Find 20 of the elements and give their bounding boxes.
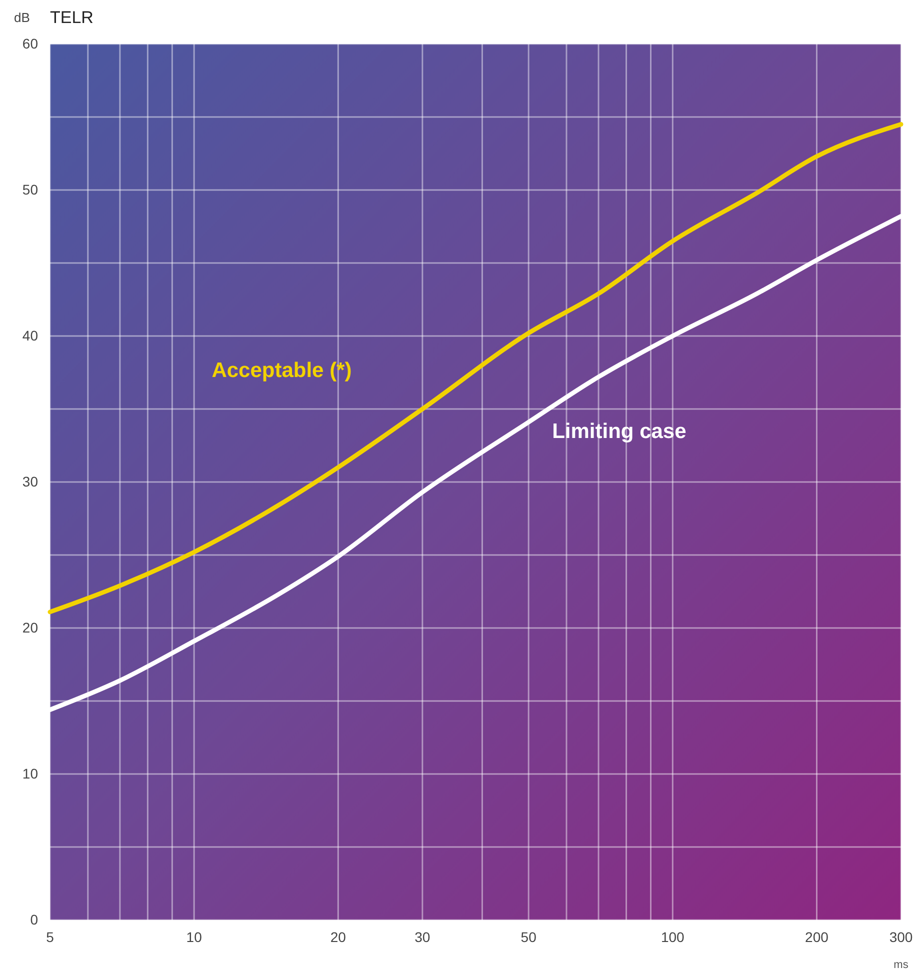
x-tick-label: 20 [330,928,346,945]
y-tick-label: 0 [30,911,38,928]
x-tick-label: 10 [186,928,202,945]
x-tick-label: 50 [520,928,537,945]
x-tick-label: 200 [805,928,829,945]
x-tick-label: 30 [414,928,430,945]
y-tick-label: 20 [22,619,38,636]
text: Acceptable (*) [212,358,352,382]
y-tick-label: 10 [22,765,38,782]
y-tick-label: 50 [22,181,38,198]
chart-title: TELR [50,8,94,27]
x-tick-label: 5 [46,928,54,945]
x-axis-title: ms [894,959,909,971]
y-tick-label: 40 [22,327,38,344]
y-tick-label: 60 [22,35,38,52]
series-label: Limiting case [552,420,686,444]
y-tick-label: 30 [22,473,38,490]
y-axis-title: dB [14,10,30,25]
x-tick-label: 300 [889,928,913,945]
x-tick-label: 100 [660,928,685,945]
